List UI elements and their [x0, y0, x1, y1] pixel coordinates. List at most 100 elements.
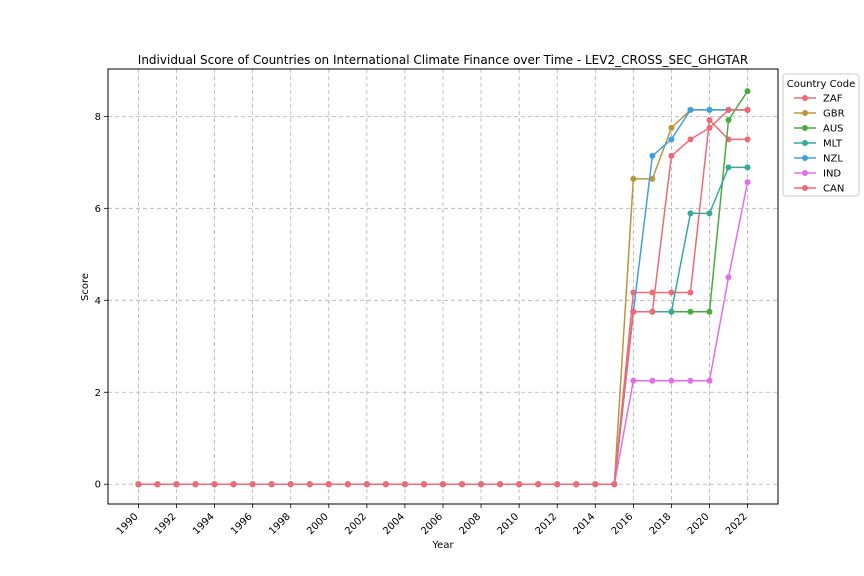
chart-title: Individual Score of Countries on Interna… — [138, 53, 748, 67]
x-tick-label: 2012 — [534, 511, 560, 537]
data-point — [401, 481, 408, 488]
legend-box — [782, 73, 860, 197]
data-point — [725, 106, 732, 113]
y-axis-label: Score — [80, 273, 91, 301]
data-point — [744, 164, 751, 171]
legend-marker — [802, 185, 808, 191]
x-tick-label: 1992 — [153, 511, 179, 537]
legend: Country Code ZAF GBR AUS MLT NZL IND CAN — [782, 73, 860, 197]
legend-item-can: CAN — [794, 184, 844, 195]
data-point — [725, 274, 732, 281]
data-point — [649, 175, 656, 182]
data-point — [230, 481, 237, 488]
data-point — [573, 481, 580, 488]
x-tick-label: 2006 — [419, 511, 445, 537]
legend-item-mlt: MLT — [794, 139, 843, 150]
legend-marker — [802, 140, 808, 146]
legend-label: MLT — [823, 139, 843, 150]
data-point — [706, 377, 713, 384]
data-point — [249, 481, 256, 488]
data-point — [497, 481, 504, 488]
data-point — [192, 481, 199, 488]
data-point — [535, 481, 542, 488]
data-point — [687, 136, 694, 143]
data-point — [287, 481, 294, 488]
data-point — [649, 377, 656, 384]
legend-label: GBR — [823, 109, 845, 120]
data-point — [592, 481, 599, 488]
data-point — [706, 124, 713, 131]
data-point — [668, 152, 675, 159]
data-point — [363, 481, 370, 488]
data-point — [154, 481, 161, 488]
data-point — [630, 308, 637, 315]
legend-label: IND — [823, 169, 841, 180]
data-point — [173, 481, 180, 488]
data-point — [687, 377, 694, 384]
data-point — [687, 210, 694, 217]
y-tick-label: 0 — [95, 480, 101, 491]
series-line-ind — [138, 181, 749, 485]
legend-label: CAN — [823, 184, 844, 195]
legend-item-nzl: NZL — [794, 154, 843, 165]
legend-item-ind: IND — [794, 169, 841, 180]
data-point — [744, 88, 751, 95]
legend-label: AUS — [823, 124, 844, 135]
data-point — [668, 377, 675, 384]
legend-item-zaf: ZAF — [794, 94, 843, 105]
x-tick-label: 2002 — [343, 511, 369, 537]
data-point — [611, 481, 618, 488]
legend-label: ZAF — [823, 94, 843, 105]
data-point — [649, 308, 656, 315]
x-tick-label: 1998 — [267, 511, 293, 537]
x-axis-label: Year — [431, 540, 454, 551]
data-point — [382, 481, 389, 488]
data-point — [268, 481, 275, 488]
axis-ticks: 1990 1992 1994 1996 1998 2000 2002 2004 2006 2008… — [95, 112, 750, 537]
data-point — [687, 106, 694, 113]
data-point — [649, 152, 656, 159]
data-point — [440, 481, 446, 488]
data-point — [668, 308, 675, 315]
x-tick-label: 2014 — [572, 511, 598, 537]
grid — [108, 69, 778, 504]
data-point — [668, 136, 675, 143]
data-point — [744, 136, 751, 143]
data-point — [325, 481, 332, 488]
legend-marker — [802, 170, 808, 176]
x-tick-label: 2004 — [381, 511, 407, 537]
legend-marker — [802, 155, 808, 161]
data-point — [211, 481, 218, 488]
legend-items: ZAF GBR AUS MLT NZL IND CAN — [794, 94, 845, 195]
data-point — [630, 377, 637, 384]
legend-marker — [802, 125, 808, 131]
x-tick-label: 2008 — [457, 511, 483, 537]
x-tick-label: 2016 — [610, 511, 636, 537]
x-tick-label: 2020 — [686, 511, 712, 537]
y-tick-label: 6 — [95, 204, 101, 215]
data-point — [478, 481, 485, 488]
legend-title: Country Code — [787, 79, 856, 90]
data-point — [725, 164, 732, 171]
x-tick-label: 2022 — [724, 511, 750, 537]
data-point — [459, 481, 466, 488]
data-point — [135, 481, 142, 488]
legend-item-gbr: GBR — [794, 109, 845, 120]
data-point — [706, 117, 713, 124]
x-tick-label: 1994 — [191, 511, 217, 537]
data-point — [420, 481, 427, 488]
data-point — [687, 289, 694, 296]
x-tick-label: 2018 — [648, 511, 674, 537]
legend-item-aus: AUS — [794, 124, 844, 135]
data-point — [306, 481, 313, 488]
y-tick-label: 4 — [95, 296, 101, 307]
data-point — [668, 124, 675, 131]
data-point — [687, 308, 694, 315]
data-point — [706, 210, 713, 217]
legend-marker — [802, 95, 808, 101]
legend-marker — [802, 110, 808, 116]
y-tick-label: 8 — [95, 112, 101, 123]
data-point — [344, 481, 351, 488]
series-layer — [135, 88, 751, 488]
